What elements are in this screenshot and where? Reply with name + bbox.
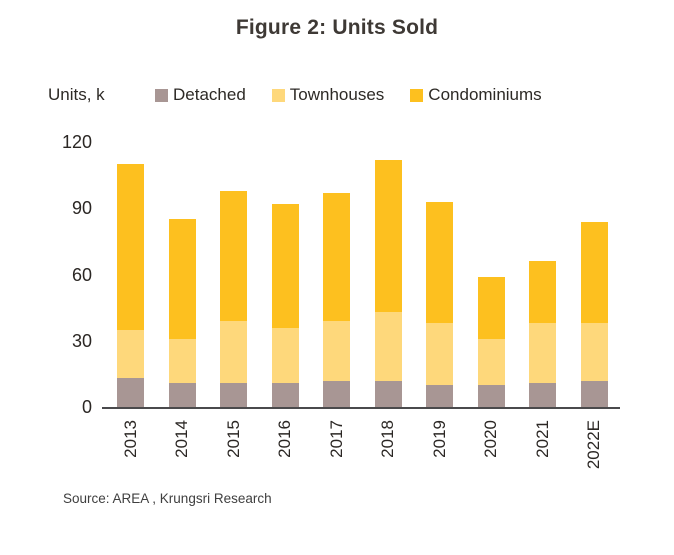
legend-item-townhouses: Townhouses [271, 85, 385, 105]
x-axis-label-2021: 2021 [532, 420, 552, 458]
bar-segment-condominiums-2017 [323, 192, 350, 321]
detached-swatch-icon [155, 88, 168, 102]
bar-segment-detached-2015 [220, 382, 247, 407]
condominiums-swatch-icon [410, 88, 424, 102]
legend-label-condominiums: Condominiums [428, 85, 542, 104]
bar-segment-townhouses-2016 [271, 327, 299, 383]
bar-2013 [117, 164, 144, 407]
y-axis-units-label: Units, k [48, 85, 105, 104]
plot-area [102, 142, 620, 409]
y-axis-tick-label: 30 [71, 330, 92, 351]
bar-segment-condominiums-2016 [271, 203, 299, 328]
figure-title: Figure 2: Units Sold [235, 16, 439, 39]
townhouses-swatch-icon [271, 88, 285, 102]
x-axis-label-2014: 2014 [172, 420, 191, 458]
y-axis-tick-label: 90 [71, 198, 92, 219]
bar-segment-detached-2016 [271, 382, 299, 407]
x-axis-label-2016: 2016 [275, 420, 294, 458]
bar-segment-condominiums-2020 [477, 276, 505, 339]
y-axis-tick-label: 0 [81, 397, 92, 417]
bar-segment-condominiums-2015 [220, 190, 247, 321]
bar-segment-detached-2019 [426, 384, 453, 407]
legend: Detached Townhouses Condominiums [155, 85, 542, 105]
bar-segment-townhouses-2017 [323, 320, 350, 381]
bar-segment-condominiums-2021 [529, 261, 556, 324]
bar-segment-condominiums-2014 [168, 219, 196, 339]
x-axis-label-2015: 2015 [223, 420, 243, 458]
bar-segment-townhouses-2015 [220, 320, 247, 383]
x-axis-label-2019: 2019 [429, 420, 449, 458]
bar-segment-townhouses-2014 [168, 338, 196, 383]
y-axis-tick-label: 120 [61, 132, 92, 152]
bar-segment-detached-2020 [477, 384, 505, 407]
x-axis-label-2017: 2017 [326, 420, 346, 458]
y-axis-tick-label: 60 [71, 264, 92, 285]
bar-segment-condominiums-2022e [580, 221, 608, 324]
x-axis-label-2020: 2020 [481, 420, 500, 458]
legend-item-detached: Detached [155, 85, 246, 105]
x-axis-label-2022e: 2022E [584, 420, 603, 470]
bar-2016 [271, 203, 299, 407]
bar-2019 [426, 201, 453, 407]
bar-segment-detached-2022e [580, 380, 608, 407]
bar-segment-townhouses-2021 [529, 323, 556, 383]
bar-segment-detached-2017 [323, 380, 350, 407]
bar-segment-townhouses-2022e [580, 323, 608, 381]
bar-segment-townhouses-2018 [374, 312, 402, 381]
bar-2015 [220, 190, 247, 407]
bar-2020 [477, 276, 505, 407]
legend-label-townhouses: Townhouses [289, 85, 385, 104]
bar-segment-detached-2013 [117, 378, 144, 407]
x-axis-label-2013: 2013 [120, 420, 140, 458]
bar-segment-condominiums-2013 [117, 164, 144, 330]
bar-segment-detached-2018 [374, 380, 402, 407]
bar-segment-townhouses-2019 [426, 323, 453, 385]
bar-2018 [374, 159, 402, 407]
bar-segment-detached-2021 [529, 382, 556, 407]
bar-2022e [580, 221, 608, 407]
bar-2017 [323, 192, 350, 407]
legend-item-condominiums: Condominiums [410, 85, 542, 105]
bar-2014 [168, 219, 196, 407]
bar-segment-townhouses-2013 [117, 329, 144, 379]
bar-segment-townhouses-2020 [477, 338, 505, 385]
bar-segment-condominiums-2019 [426, 201, 453, 324]
x-axis-label-2018: 2018 [378, 420, 397, 458]
legend-label-detached: Detached [173, 85, 246, 104]
bar-segment-condominiums-2018 [374, 159, 402, 313]
bar-segment-detached-2014 [168, 382, 196, 407]
source-note: Source: AREA , Krungsri Research [63, 491, 272, 506]
bar-2021 [529, 261, 556, 407]
